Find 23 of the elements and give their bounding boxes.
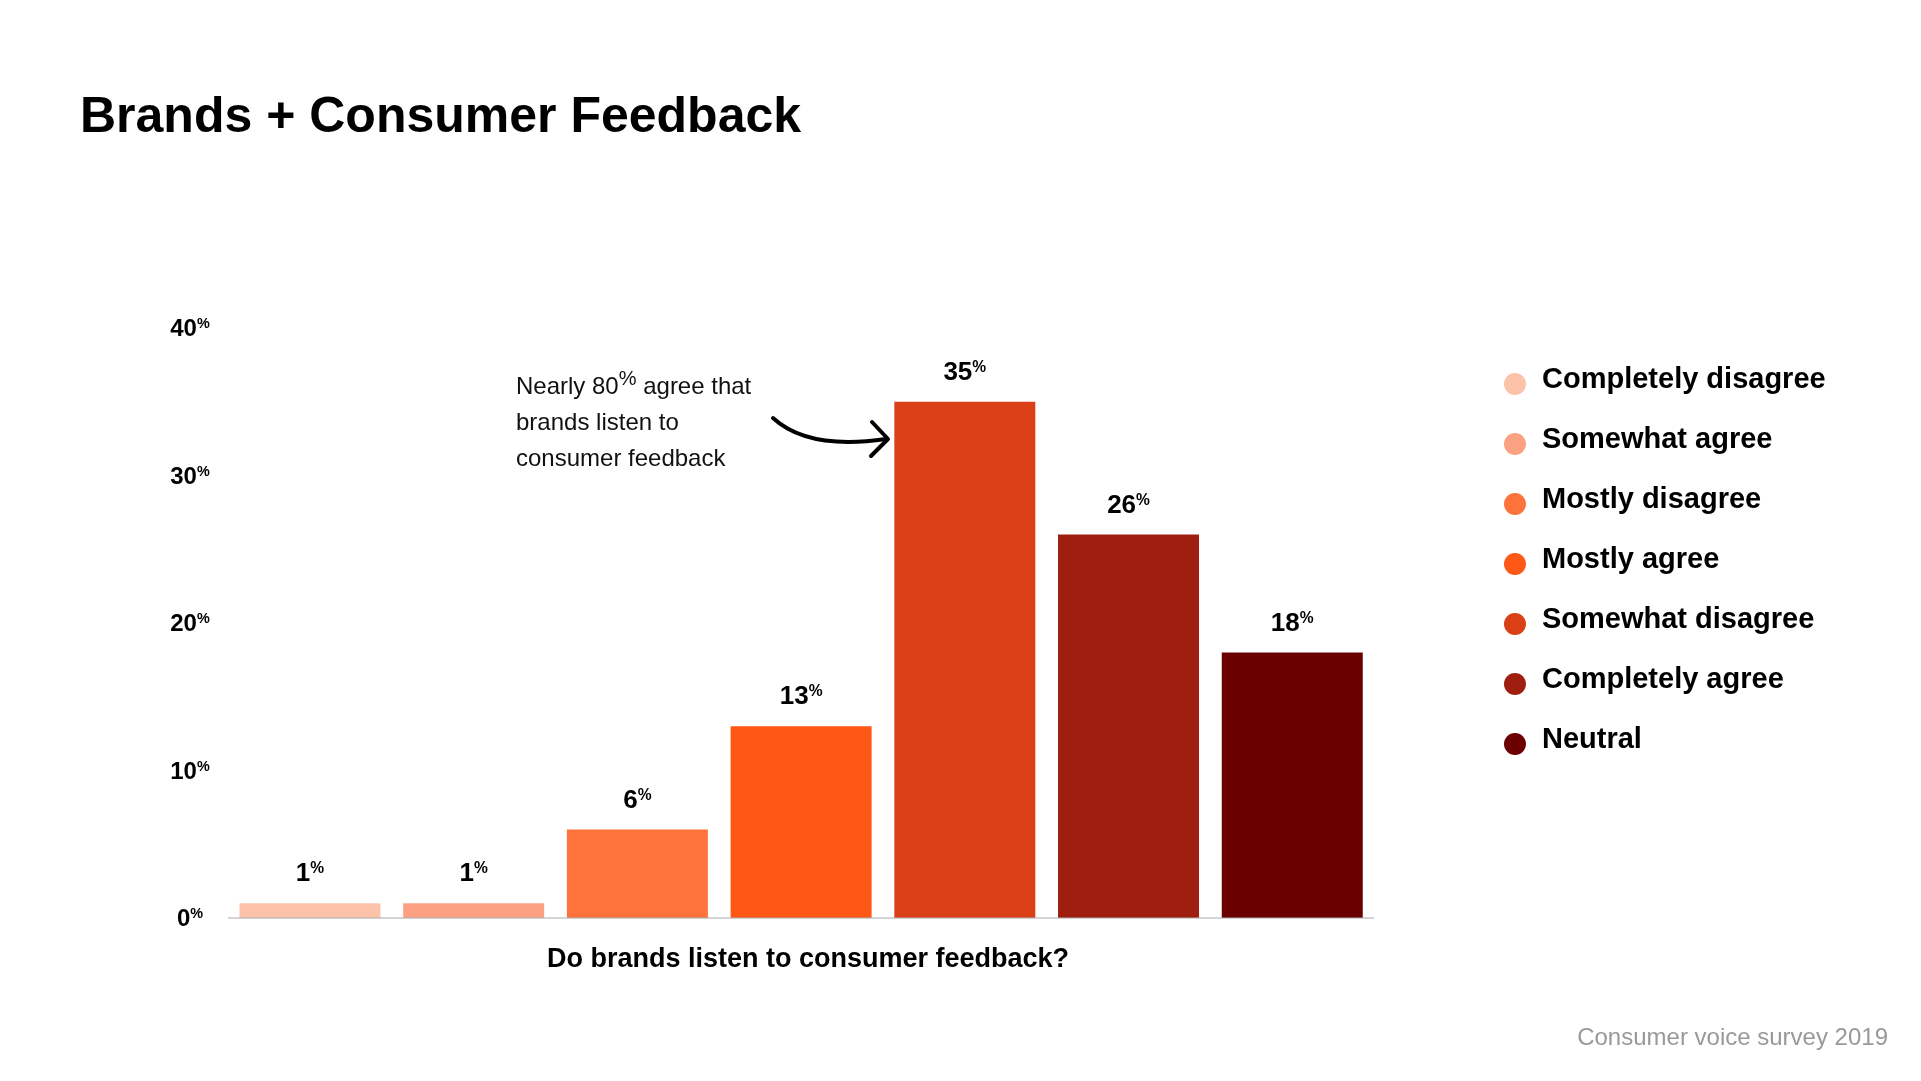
data-label: 6$^{%}$ [623,783,652,814]
legend-label: Somewhat disagree [1542,602,1815,634]
data-label: 35$^{%}$ [943,355,987,386]
chart-title: Brands + Consumer Feedback [80,86,802,144]
y-tick-label: 0$^{%}$ [176,904,204,931]
legend-label: Completely disagree [1542,362,1826,394]
legend-label: Somewhat agree [1542,422,1773,454]
legend-label: Mostly disagree [1542,482,1762,514]
data-label: 18$^{%}$ [1270,606,1314,637]
legend-label: Mostly agree [1542,542,1720,574]
x-axis-title: Do brands listen to consumer feedback? [545,943,1071,974]
annotation: Nearly 80$^{%}$ agree that brands listen to consumer feedback [516,366,753,473]
y-tick-label: 30$^{%}$ [170,461,210,489]
y-tick-label: 10$^{%}$ [170,756,210,784]
data-label: 1$^{%}$ [295,857,325,888]
legend-label: Completely agree [1542,662,1784,694]
y-tick-label: 40$^{%}$ [170,314,210,341]
data-label: 13$^{%}$ [779,680,823,711]
text: Consumer voice survey 2019 [1577,1023,1888,1051]
y-tick-label: 20$^{%}$ [170,609,210,636]
data-label: 1$^{%}$ [459,857,488,888]
legend-label: Neutral [1542,722,1642,754]
data-label: 26$^{%}$ [1107,488,1151,519]
